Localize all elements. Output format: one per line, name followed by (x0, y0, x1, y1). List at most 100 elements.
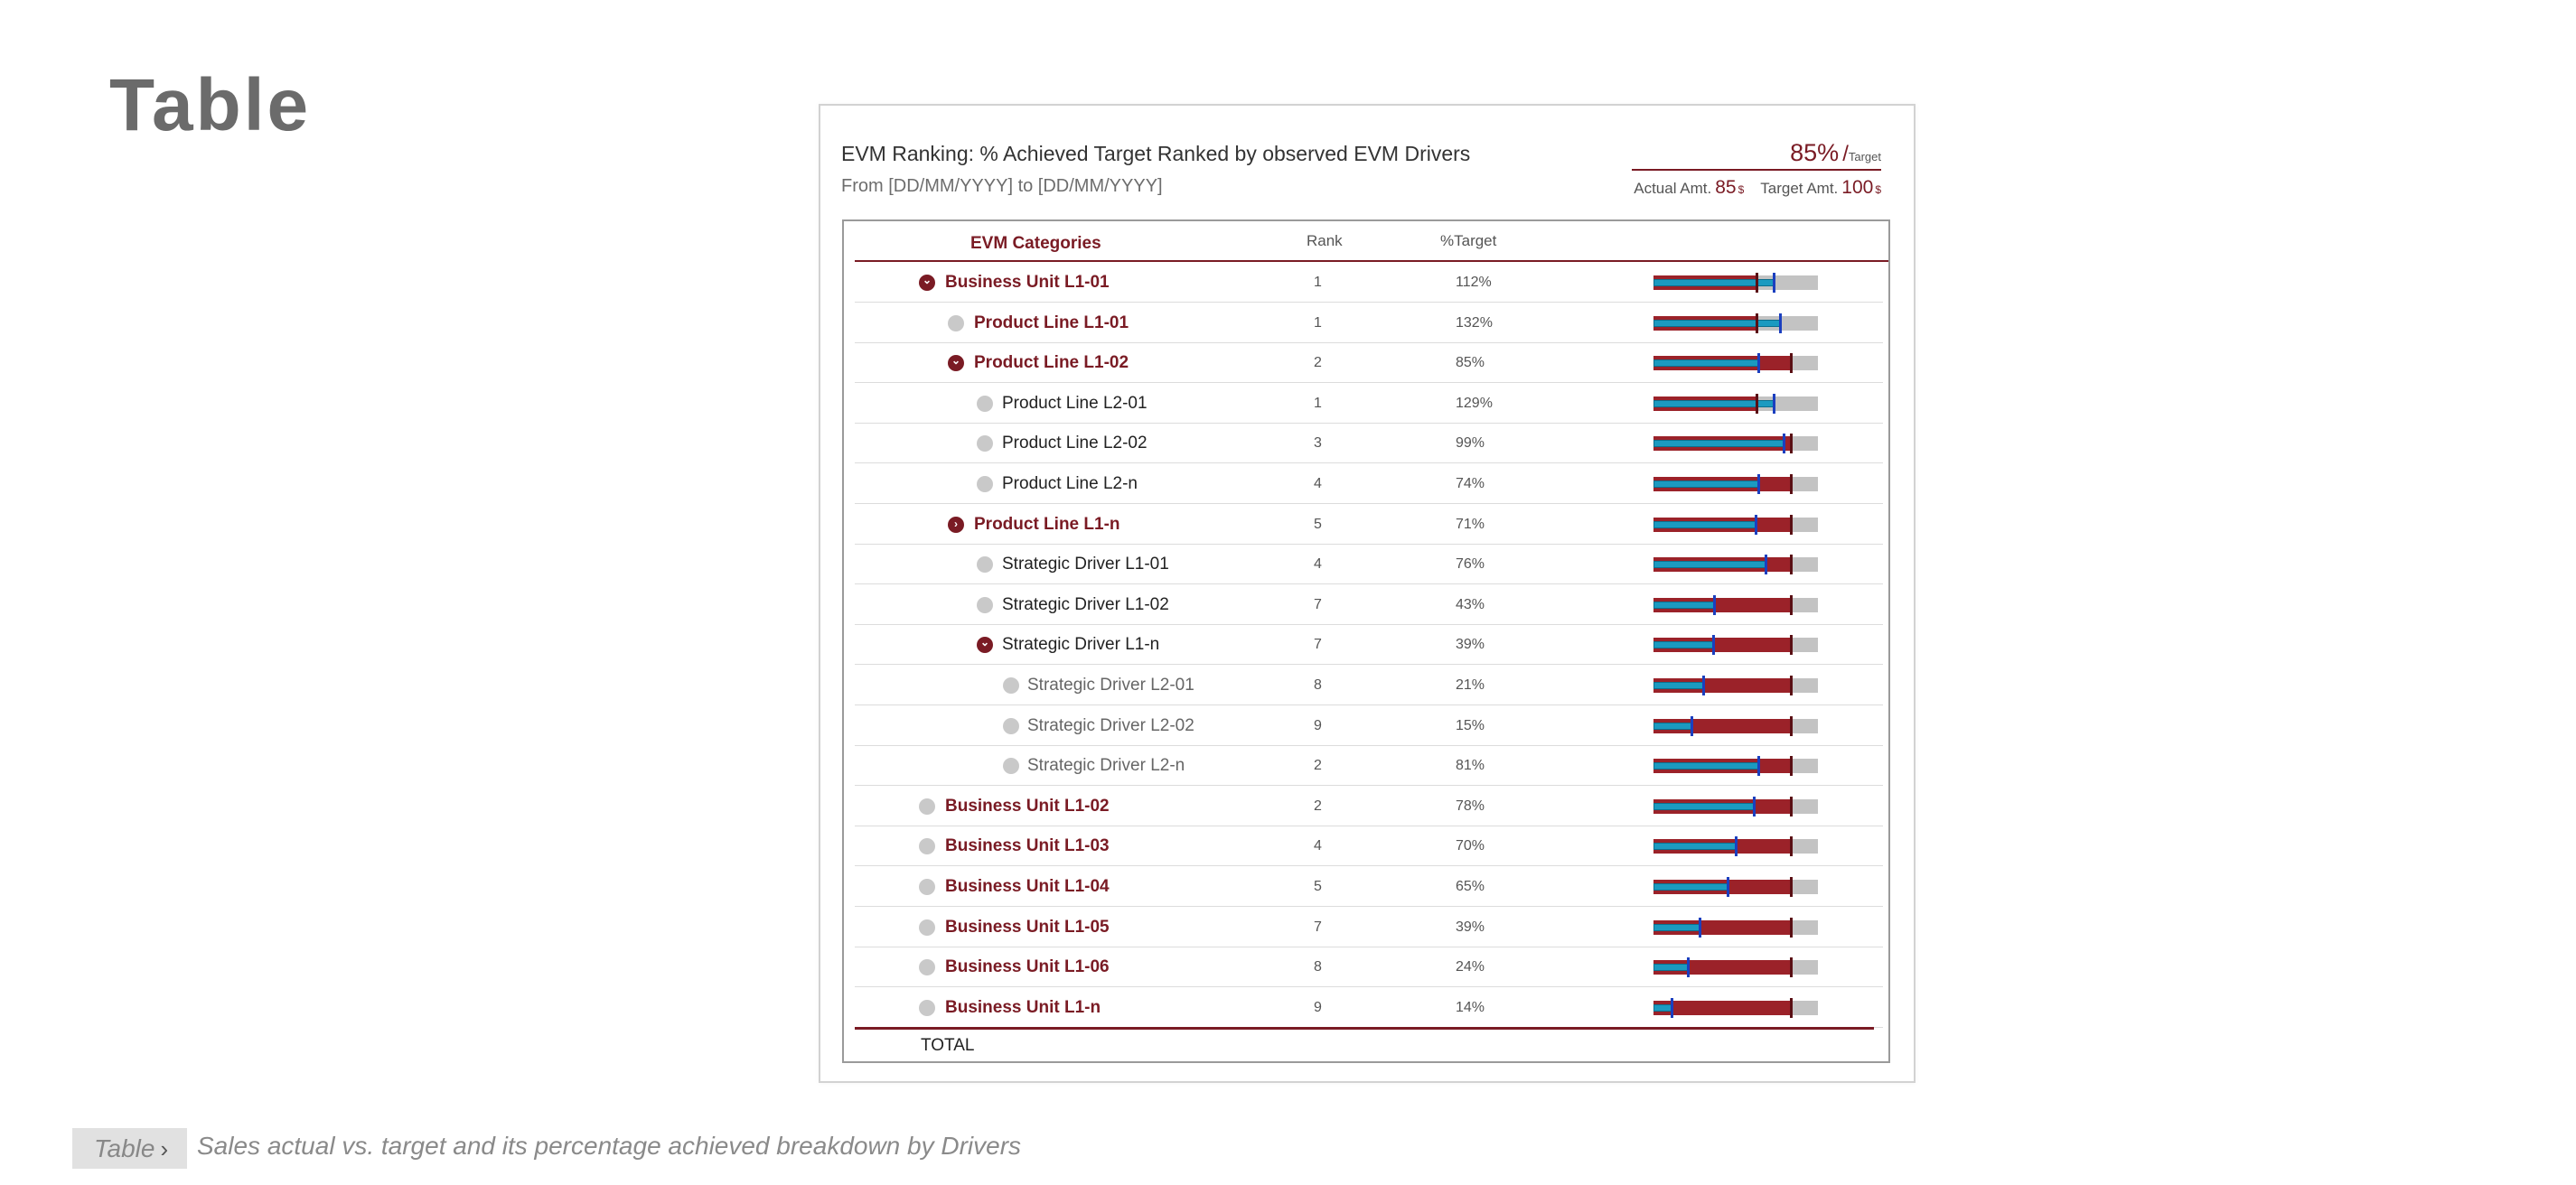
row-rank: 2 (1314, 798, 1322, 814)
row-rank: 4 (1314, 476, 1322, 491)
bullet-actual-bar (1653, 843, 1736, 851)
table-row[interactable]: Business Unit L1-n 9 14% (844, 988, 1888, 1028)
header-divider (855, 260, 1888, 262)
bullet-actual-bar (1653, 802, 1755, 810)
table-row[interactable]: ⌄ Business Unit L1-01 1 112% (844, 263, 1888, 303)
row-label: Strategic Driver L1-n (1002, 635, 1160, 655)
chevron-down-icon[interactable]: ⌄ (919, 275, 935, 291)
table-row[interactable]: ⌄ Strategic Driver L1-n 7 39% (844, 625, 1888, 666)
row-percent-target: 99% (1456, 435, 1485, 452)
bullet-chart (1653, 635, 1818, 656)
footer-tag[interactable]: Table › (72, 1128, 187, 1169)
bullet-actual-marker (1753, 796, 1756, 816)
row-label: Business Unit L1-02 (945, 796, 1110, 816)
table-row[interactable]: › Product Line L1-n 5 71% (844, 505, 1888, 545)
leaf-dot-icon (919, 879, 935, 895)
bullet-target-marker (1789, 917, 1793, 938)
header-rank[interactable]: Rank (1307, 232, 1343, 249)
bullet-actual-bar (1653, 359, 1759, 368)
chevron-down-icon[interactable]: ⌄ (977, 637, 993, 654)
bullet-chart (1653, 353, 1818, 374)
row-divider (855, 744, 1883, 746)
bullet-target-marker (1789, 715, 1793, 736)
bullet-chart (1653, 836, 1818, 857)
row-divider (855, 704, 1883, 705)
table-row[interactable]: Business Unit L1-04 5 65% (844, 867, 1888, 907)
row-rank: 9 (1314, 999, 1322, 1015)
target-amount-label: Target Amt. (1760, 180, 1839, 197)
bullet-chart (1653, 877, 1818, 897)
row-rank: 1 (1314, 275, 1322, 290)
bullet-actual-bar (1653, 481, 1759, 488)
bullet-target-marker (1789, 877, 1793, 897)
date-range-subtitle: From [DD/MM/YYYY] to [DD/MM/YYYY] (841, 176, 1163, 196)
table-row[interactable]: Product Line L2-02 3 99% (844, 424, 1888, 464)
bullet-actual-bar (1653, 722, 1691, 730)
table-row[interactable]: Product Line L1-01 1 132% (844, 303, 1888, 343)
row-percent-target: 74% (1456, 476, 1485, 491)
chevron-right-icon[interactable]: › (948, 516, 964, 533)
table-row[interactable]: Strategic Driver L2-02 9 15% (844, 706, 1888, 746)
table-row[interactable]: Business Unit L1-02 2 78% (844, 787, 1888, 826)
bullet-chart (1653, 393, 1818, 414)
table-row[interactable]: Business Unit L1-05 7 39% (844, 908, 1888, 947)
actual-amount-unit: $ (1738, 183, 1745, 196)
table-row[interactable]: Product Line L2-n 4 74% (844, 464, 1888, 504)
header-evm-categories[interactable]: EVM Categories (970, 234, 1101, 253)
row-percent-target: 39% (1456, 919, 1485, 935)
bullet-target-marker (1789, 796, 1793, 816)
table-row[interactable]: Strategic Driver L2-n 2 81% (844, 746, 1888, 787)
bullet-chart (1653, 997, 1818, 1018)
bullet-target-marker (1789, 514, 1793, 535)
leaf-dot-icon (977, 395, 993, 412)
table-row[interactable]: Strategic Driver L1-02 7 43% (844, 585, 1888, 625)
bullet-target-marker (1789, 635, 1793, 656)
row-rank: 7 (1314, 919, 1322, 935)
bullet-actual-bar (1653, 883, 1728, 891)
bullet-target-range (1653, 1000, 1792, 1015)
table-row[interactable]: Product Line L2-01 1 129% (844, 384, 1888, 424)
total-label: TOTAL (921, 1036, 975, 1055)
kpi-target-label: Target (1848, 150, 1881, 163)
bullet-chart (1653, 434, 1818, 454)
bullet-actual-bar (1653, 561, 1766, 569)
header-percent-target[interactable]: %Target (1440, 232, 1497, 249)
chevron-down-icon[interactable]: ⌄ (948, 355, 964, 372)
total-divider (855, 1027, 1874, 1030)
bullet-target-marker (1789, 836, 1793, 857)
row-rank: 1 (1314, 395, 1322, 411)
bullet-actual-marker (1671, 997, 1674, 1018)
bullet-actual-marker (1772, 393, 1775, 414)
table-row[interactable]: ⌄ Product Line L1-02 2 85% (844, 343, 1888, 384)
row-rank: 2 (1314, 758, 1322, 774)
table-row[interactable]: Strategic Driver L2-01 8 21% (844, 666, 1888, 705)
bullet-target-marker (1789, 676, 1793, 695)
row-rank: 4 (1314, 838, 1322, 854)
row-rank: 1 (1314, 314, 1322, 331)
row-label: Strategic Driver L2-02 (1027, 715, 1194, 735)
row-label: Product Line L1-n (974, 514, 1120, 534)
bullet-actual-marker (1711, 635, 1715, 656)
bullet-target-marker (1789, 434, 1793, 454)
row-label: Product Line L1-02 (974, 353, 1129, 373)
leaf-dot-icon (919, 838, 935, 855)
kpi-percent-target: 85%/Target (1632, 139, 1881, 171)
table-row[interactable]: Business Unit L1-03 4 70% (844, 826, 1888, 867)
bullet-chart (1653, 514, 1818, 535)
evm-ranking-card: EVM Ranking: % Achieved Target Ranked by… (819, 104, 1916, 1083)
row-divider (855, 462, 1883, 464)
row-percent-target: 76% (1456, 556, 1485, 573)
table-row[interactable]: Business Unit L1-06 8 24% (844, 947, 1888, 988)
bullet-chart (1653, 756, 1818, 777)
row-percent-target: 14% (1456, 999, 1485, 1015)
row-divider (855, 583, 1883, 585)
bullet-actual-marker (1687, 957, 1691, 978)
bullet-chart (1653, 555, 1818, 575)
bullet-target-marker (1789, 474, 1793, 494)
table-row[interactable]: Strategic Driver L1-01 4 76% (844, 545, 1888, 585)
row-percent-target: 15% (1456, 717, 1485, 733)
row-divider (855, 986, 1883, 988)
row-percent-target: 24% (1456, 959, 1485, 975)
row-percent-target: 39% (1456, 637, 1485, 653)
bullet-target-marker (1789, 997, 1793, 1018)
